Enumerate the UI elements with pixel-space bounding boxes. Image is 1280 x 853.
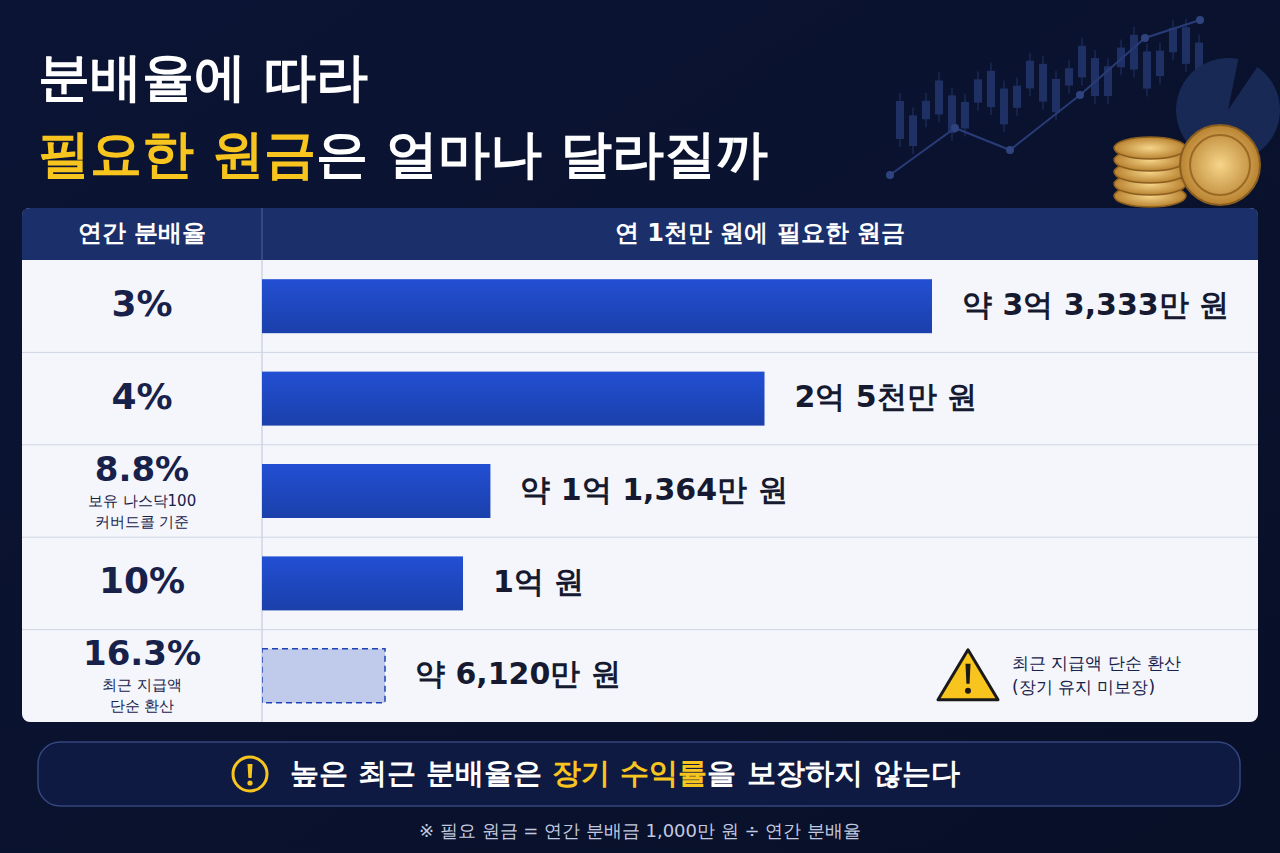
decoration-dot xyxy=(1076,91,1084,99)
decoration-candle xyxy=(1182,27,1190,64)
text-segment: 높은 최근 분배율은 xyxy=(290,756,552,790)
bar xyxy=(262,279,932,333)
column-header: 연 1천만 원에 필요한 원금 xyxy=(615,219,905,247)
category-label: 4% xyxy=(111,376,172,417)
decoration-candle xyxy=(1065,68,1073,85)
category-label: 3% xyxy=(111,283,172,324)
warning-triangle xyxy=(938,650,998,700)
background xyxy=(0,0,1280,853)
bar-note: (장기 유지 미보장) xyxy=(1012,677,1155,697)
table-header xyxy=(22,208,1258,260)
decoration-candle xyxy=(896,101,904,139)
text-segment: 을 보장하지 않는다 xyxy=(707,756,959,790)
footnote: ※ 필요 원금 = 연간 분배금 1,000만 원 ÷ 연간 분배율 xyxy=(419,820,861,841)
decoration-candle xyxy=(1091,58,1099,96)
category-note: 단순 환산 xyxy=(110,697,175,715)
infographic: 분배율에 따라필요한 원금은 얼마나 달라질까연간 분배율 연 1천만 원에 필요… xyxy=(0,0,1280,853)
category-label: 10% xyxy=(99,560,185,601)
decoration-candle xyxy=(1078,46,1086,78)
decoration-dot xyxy=(886,171,894,179)
decoration-candle xyxy=(1000,89,1008,125)
decoration-candle xyxy=(1052,79,1060,112)
decoration-candle xyxy=(987,71,995,107)
data-label: 약 6,120만 원 xyxy=(415,656,621,691)
decoration-dot xyxy=(1141,34,1149,42)
category-note: 최근 지급액 xyxy=(102,676,182,694)
decoration-candle xyxy=(1143,51,1151,88)
bar xyxy=(262,372,765,426)
decoration-candle xyxy=(1156,51,1164,77)
decoration-candle xyxy=(1013,86,1021,108)
row-separator xyxy=(22,444,1258,445)
decoration-candle xyxy=(1130,35,1138,70)
row-separator xyxy=(22,629,1258,630)
text-segment: 필요한 원금 xyxy=(38,124,316,184)
title-line: 필요한 원금은 얼마나 달라질까 xyxy=(38,124,768,184)
decoration-candle xyxy=(909,115,917,146)
callout-text: 높은 최근 분배율은 장기 수익률을 보장하지 않는다 xyxy=(290,756,960,790)
data-label: 1억 원 xyxy=(493,564,584,599)
category-note: 보유 나스닥100 xyxy=(88,492,196,510)
callout-mark xyxy=(248,764,253,778)
category-label: 16.3% xyxy=(83,633,201,673)
decoration-dot xyxy=(1196,16,1204,24)
row-separator xyxy=(22,537,1258,538)
bar-note: 최근 지급액 단순 환산 xyxy=(1012,653,1181,673)
decoration-dot xyxy=(951,124,959,132)
decoration-dot xyxy=(1006,146,1014,154)
callout-dot xyxy=(247,780,252,785)
decoration-candle xyxy=(974,79,982,102)
decoration-candle xyxy=(1026,61,1034,89)
decoration-candle xyxy=(1169,28,1177,52)
data-label: 2억 5천만 원 xyxy=(795,379,978,414)
warning-dot xyxy=(965,688,971,694)
decoration-candle xyxy=(935,80,943,114)
warning-icon xyxy=(938,650,998,700)
text-segment: 장기 수익률 xyxy=(552,756,707,790)
table-panel xyxy=(22,208,1258,722)
decoration-candle xyxy=(961,102,969,129)
bar xyxy=(262,464,490,518)
decoration-candle xyxy=(1039,64,1047,102)
warning-mark xyxy=(966,664,971,684)
decoration-line xyxy=(890,20,1200,175)
text-segment: 은 얼마나 달라질까 xyxy=(316,124,768,184)
category-note: 커버드콜 기준 xyxy=(95,513,190,531)
bar xyxy=(262,649,385,703)
bars xyxy=(262,279,932,703)
coin xyxy=(1180,125,1260,205)
title-line: 분배율에 따라 xyxy=(38,47,368,107)
category-label: 8.8% xyxy=(95,449,189,489)
coin-rim xyxy=(1190,135,1250,195)
decoration-coins xyxy=(1114,125,1260,207)
callout-icon xyxy=(233,757,267,791)
data-label: 약 1억 1,364만 원 xyxy=(520,472,787,507)
row-separator xyxy=(22,352,1258,353)
callout-box xyxy=(38,742,1240,806)
data-label: 약 3억 3,333만 원 xyxy=(962,287,1229,322)
decoration-candle xyxy=(922,101,930,119)
callout-circle xyxy=(233,757,267,791)
bar xyxy=(262,556,463,610)
column-header: 연간 분배율 xyxy=(78,219,206,247)
coin xyxy=(1114,137,1186,159)
header-divider xyxy=(261,208,263,260)
